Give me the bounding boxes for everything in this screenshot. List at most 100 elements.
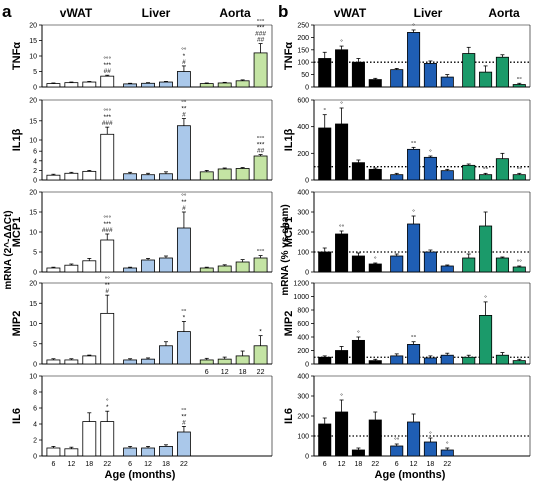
y-tick-label: 0 xyxy=(33,270,37,277)
bar xyxy=(199,171,214,181)
x-tick-label: 18 xyxy=(355,461,363,468)
chart-b-il6: IL6 0 100 200 300 400 6 ° 12 18 22 °° 6 12 ° 18 ° 22 xyxy=(283,374,531,468)
y-tick-label: 4 xyxy=(33,422,37,429)
ylabel-b: mRNA (% vs sham) xyxy=(280,204,291,295)
bar xyxy=(351,255,365,273)
y-tick-label: 8 xyxy=(33,390,37,397)
bar xyxy=(479,71,493,88)
x-tick-label: 22 xyxy=(371,461,379,468)
bar xyxy=(390,69,404,88)
gene-label: IL1β xyxy=(283,128,295,151)
bar xyxy=(335,123,349,181)
bar xyxy=(176,125,191,181)
gene-label: MIP2 xyxy=(11,311,23,337)
significance-marker: * xyxy=(106,404,109,411)
x-tick-label: 12 xyxy=(144,461,152,468)
significance-marker: ** xyxy=(181,199,187,206)
significance-marker: °° xyxy=(411,139,417,147)
bar xyxy=(82,421,97,457)
y-tick-label: 0 xyxy=(33,362,37,369)
bar xyxy=(253,155,268,181)
bar xyxy=(495,257,509,273)
bar xyxy=(407,421,421,457)
group-label-liver-b: Liver xyxy=(414,6,443,20)
x-tick-label: 12 xyxy=(410,461,418,468)
y-tick-label: 10 xyxy=(29,230,37,237)
significance-marker: °° xyxy=(517,165,523,173)
bar xyxy=(159,173,173,181)
x-tick-label: 6 xyxy=(51,461,55,468)
x-tick-label: 22 xyxy=(257,369,265,376)
significance-marker: °° xyxy=(483,165,489,173)
x-tick-label: 6 xyxy=(395,461,399,468)
bar xyxy=(141,259,155,273)
y-tick-label: 200 xyxy=(297,348,309,355)
gene-label: MCP1 xyxy=(283,217,295,248)
bar xyxy=(462,257,476,273)
bar xyxy=(176,331,191,365)
xlabel-b: Age (months) xyxy=(375,469,446,481)
bar xyxy=(351,339,365,365)
bar xyxy=(390,255,404,273)
significance-marker: °° xyxy=(181,46,187,54)
bar xyxy=(318,58,332,88)
bar xyxy=(423,156,437,181)
bar xyxy=(46,447,61,457)
significance-marker: °° xyxy=(181,307,187,315)
y-tick-label: 100 xyxy=(297,60,309,67)
gene-label: IL6 xyxy=(283,408,295,424)
bar xyxy=(235,355,250,365)
bar xyxy=(423,441,437,457)
y-tick-label: 0 xyxy=(305,85,309,92)
bar xyxy=(512,84,526,88)
bar xyxy=(82,260,97,273)
significance-marker: °° xyxy=(394,436,400,444)
bar xyxy=(141,82,155,88)
chart-grid: TNFα05101520°°°***##°°*#°°°***#####IL1β0… xyxy=(11,18,531,468)
bar xyxy=(199,267,214,273)
significance-marker: ° xyxy=(323,107,326,115)
bar xyxy=(440,449,454,457)
bar xyxy=(462,356,476,365)
significance-marker: ## xyxy=(257,37,265,44)
bar xyxy=(46,83,61,88)
x-tick-label: 6 xyxy=(323,461,327,468)
bar xyxy=(479,314,493,365)
y-tick-label: 15 xyxy=(29,38,37,45)
significance-marker: °°° xyxy=(103,107,111,115)
y-tick-label: 10 xyxy=(29,138,37,145)
y-tick-label: 15 xyxy=(29,118,37,125)
bar xyxy=(407,223,421,273)
bar xyxy=(318,356,332,365)
significance-marker: ° xyxy=(340,392,343,400)
y-tick-label: 200 xyxy=(297,151,309,158)
y-tick-label: 6 xyxy=(33,149,37,156)
significance-marker: ° xyxy=(357,329,360,337)
gene-label: TNFα xyxy=(283,42,295,70)
bar xyxy=(141,174,155,181)
significance-marker: °° xyxy=(517,258,523,266)
panel-letter-b: b xyxy=(278,2,288,21)
bar xyxy=(46,174,61,181)
bar xyxy=(407,148,421,181)
significance-marker: *** xyxy=(257,25,265,32)
y-tick-label: 800 xyxy=(297,308,309,315)
y-tick-label: 0 xyxy=(33,454,37,461)
bar xyxy=(199,83,214,88)
y-tick-label: 2 xyxy=(33,168,37,175)
significance-marker: °° xyxy=(181,192,187,200)
significance-marker: ° xyxy=(484,294,487,302)
bar xyxy=(123,359,138,365)
panel-letter-a: a xyxy=(2,2,12,21)
bar xyxy=(217,265,232,273)
y-tick-label: 20 xyxy=(29,281,37,288)
y-tick-label: 5 xyxy=(33,69,37,76)
chart-a-il6: IL6 0 2 4 6 8 10 6 12 18 °* 22 6 12 18 °°**#22 xyxy=(11,374,273,468)
bar xyxy=(64,264,79,273)
bar xyxy=(82,81,97,88)
y-tick-label: 150 xyxy=(297,47,309,54)
